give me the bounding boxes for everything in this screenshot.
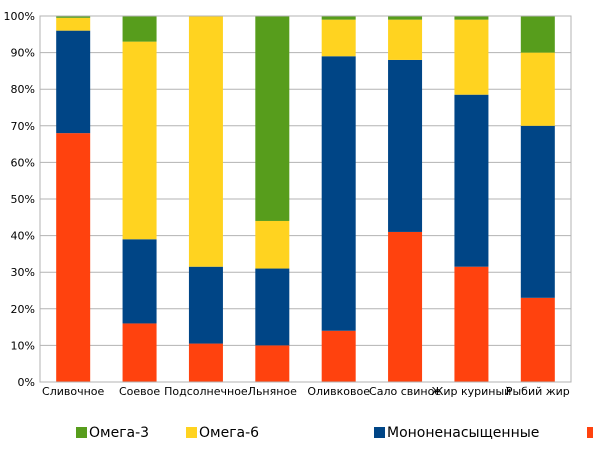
axes: 0% 10% 20% 30% 40% 50% 60% 70% 80% 90% 100% Сливочн… [4,10,572,398]
bar-segment [321,56,356,331]
bar-segment [122,239,157,324]
bar-segment [454,94,489,267]
legend-swatch [374,427,385,438]
bar-segment [122,323,157,382]
legend-swatch [186,427,197,438]
x-category-label: Оливковое [307,385,370,398]
bar-segment [188,343,223,382]
bar-segment [321,330,356,382]
bar-segment [388,16,423,20]
bar-segment [255,16,290,221]
x-category-label: Льняное [248,385,297,398]
legend-item: Омега-3 [76,425,149,441]
legend-label: Омега-3 [89,425,149,441]
bar-segment [520,297,555,382]
legend: Омега-3 Омега-6 Мононенасыщенные Насыщенные [76,425,593,441]
legend-item: Омега-6 [186,425,259,441]
y-tick-label: 30% [11,266,35,279]
bar-segment [255,345,290,382]
bar-segment [520,52,555,126]
x-category-label: Жир куриный [432,385,512,398]
bar-segment [520,16,555,53]
bar-segment [188,16,223,267]
bar-segment [122,16,157,42]
legend-label: Мононенасыщенные [387,425,539,441]
y-tick-label: 80% [11,83,35,96]
bar-segment [188,266,223,344]
bar-segment [454,19,489,95]
bar-segment [122,41,157,240]
bar-segment [520,125,555,298]
plot-frame [39,15,572,383]
legend-swatch [76,427,87,438]
x-category-label: Рыбий жир [506,385,570,398]
y-tick-label: 20% [11,303,35,316]
bar-segment [321,19,356,57]
bar-segment [388,19,423,60]
legend-label: Омега-6 [199,425,259,441]
bar-segment [388,231,423,382]
y-tick-label: 40% [11,230,35,243]
x-category-label: Сало свиное [369,385,441,398]
bars [56,16,555,382]
x-category-label: Подсолнечное [164,385,248,398]
y-tick-label: 0% [18,376,35,389]
x-category-label: Соевое [119,385,160,398]
bar-segment [56,30,91,134]
legend-item: Мононенасыщенные [374,425,539,441]
bar-segment [255,268,290,346]
y-tick-label: 50% [11,193,35,206]
bar-segment [454,16,489,20]
bar-segment [388,59,423,232]
bar-segment [454,266,489,382]
y-tick-label: 10% [11,339,35,352]
bar-segment [56,17,91,31]
x-category-label: Сливочное [42,385,104,398]
y-tick-label: 70% [11,120,35,133]
y-tick-label: 60% [11,156,35,169]
bar-segment [321,16,356,20]
legend-item: Насыщенные [587,427,593,438]
grid-lines [40,15,571,383]
y-tick-label: 90% [11,47,35,60]
legend-swatch [587,427,593,438]
bar-segment [56,133,91,382]
bar-segment [255,220,290,269]
y-tick-label: 100% [4,10,35,23]
bar-segment [56,16,91,18]
